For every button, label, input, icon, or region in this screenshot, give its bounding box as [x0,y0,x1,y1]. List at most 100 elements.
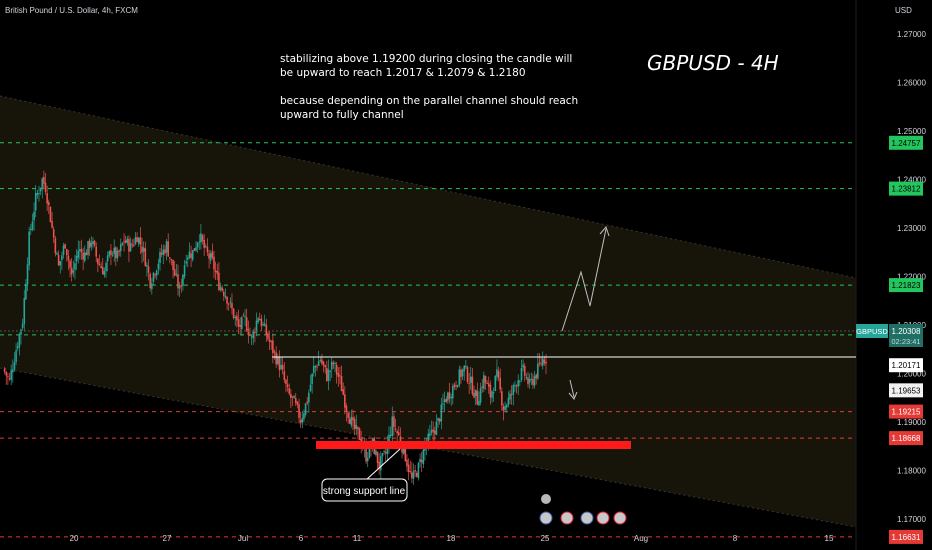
y-tick-label: 1.25000 [897,127,926,136]
candle-body [190,253,192,258]
candle-body [116,250,119,258]
candle-body [44,182,47,192]
candle-body [309,384,312,391]
event-flag-icon[interactable] [613,511,627,525]
candle-body [301,418,304,423]
candle-body [324,365,327,368]
event-flag-icon[interactable] [580,511,594,525]
candle-body [532,379,534,385]
candle-body [537,363,539,379]
candle-body [62,245,65,255]
candle-body [433,430,436,434]
candle-body [57,254,60,266]
candle-body [290,394,292,398]
candle-body [376,451,379,463]
candle-body [538,362,541,364]
candle-body [339,375,341,377]
candle-body [512,385,515,395]
event-flag-icon[interactable] [560,511,574,525]
y-tick-label: 1.18000 [897,467,926,476]
green-price-badge [889,181,923,196]
event-flag-icon[interactable] [596,511,610,525]
candle-body [456,385,459,388]
candle-body [481,386,484,389]
event-flag-icon[interactable] [539,511,553,525]
candle-body [522,364,524,368]
candle-body [106,255,109,262]
x-tick-label: Jul [238,534,248,543]
x-tick-label: 20 [70,534,79,543]
candle-body [85,252,88,256]
candle-body [105,263,107,272]
symbol-title[interactable]: British Pound / U.S. Dollar, 4h, FXCM [5,6,138,15]
candle-body [95,246,98,257]
candle-body [448,392,451,399]
candle-body [319,360,322,362]
candle-body [87,241,89,256]
green-price-badge [889,278,923,293]
candle-body [214,270,217,273]
candle-body [200,233,202,243]
candle-body [25,283,27,300]
candle-body [134,237,137,245]
symbol-badge-label: GBPUSD [856,327,888,336]
white-price-badge-label: 1.20171 [892,361,921,370]
candle-body [201,235,204,241]
candle-body [375,450,377,455]
candle-body [420,460,423,463]
candle-body [443,399,446,402]
channel-upper-line [0,95,857,279]
candle-body [93,240,96,246]
candle-body [327,369,330,381]
candle-body [378,461,380,469]
candle-body [126,238,129,244]
y-tick-label: 1.27000 [897,30,926,39]
projection-up-arrow [561,228,607,332]
candle-body [291,396,294,398]
candle-body [451,386,454,399]
candle-body [167,241,169,257]
candle-body [409,470,412,472]
candle-body [146,265,148,267]
candle-body [229,301,232,303]
candle-body [278,357,281,370]
candle-body [12,369,14,373]
candle-body [34,193,37,211]
candle-body [357,426,359,430]
event-icons[interactable] [539,494,627,525]
candle-body [108,251,111,256]
candle-body [52,229,55,238]
candle-body [169,257,171,259]
candle-body [128,239,130,252]
candle-body [154,274,156,276]
candle-body [265,324,268,335]
candle-body [453,384,456,387]
candle-body [541,358,544,366]
support-callout-text: strong support line [323,486,406,497]
candle-body [46,193,48,204]
candle-body [473,392,475,398]
candle-body [502,406,505,411]
candle-body [489,384,492,398]
candle-body [465,365,467,368]
candle-body [236,315,238,321]
candle-body [515,385,518,387]
green-price-badge-label: 1.23812 [892,185,921,194]
candle-body [340,375,343,392]
candle-body [240,317,243,329]
candle-body [144,248,147,267]
candle-body [268,339,271,342]
candle-body [111,254,114,256]
x-tick-label: 6 [299,534,304,543]
candle-body [118,250,120,253]
candle-body [342,389,344,395]
event-flag-icon[interactable] [541,494,551,504]
candle-body [530,378,533,380]
y-tick-label: 1.24000 [897,176,926,185]
candle-body [440,404,443,422]
candle-body [432,429,434,432]
red-price-badge-label: 1.18668 [892,434,921,443]
candle-body [115,247,117,259]
candle-body [514,385,516,387]
